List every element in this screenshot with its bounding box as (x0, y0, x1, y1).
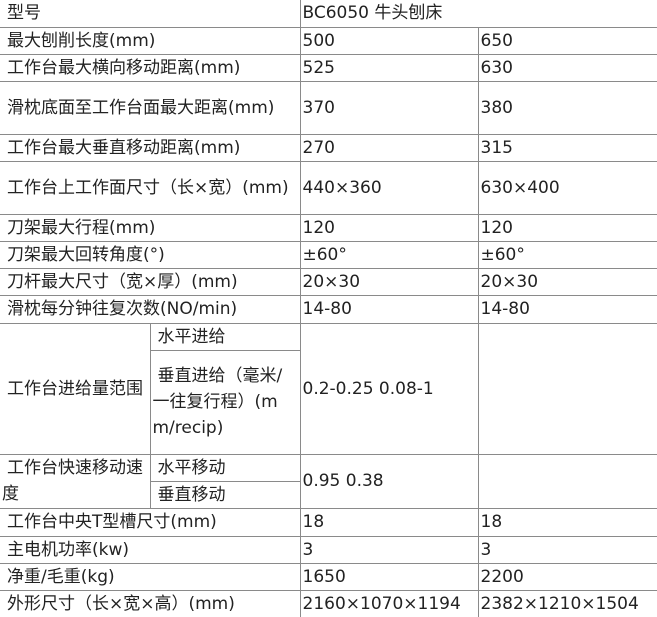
table-row: 外形尺寸（长×宽×高）(mm) 2160×1070×1194 2382×1210×1… (0, 589, 657, 617)
value-second: 2200 (477, 562, 657, 591)
group-label: 工作台进给量范围 (0, 322, 151, 455)
row-label: 工作台最大横向移动距离(mm) (0, 53, 301, 82)
value-bc6050: 14-80 (299, 294, 479, 324)
header-row: 型号 BC6050 牛头刨床 (0, 0, 657, 28)
row-label: 滑枕每分钟往复次数(NO/min) (0, 294, 301, 324)
value-bc6050: 440×360 (299, 160, 479, 215)
value-bc6050: 20×30 (299, 267, 479, 296)
header-model: BC6050 牛头刨床 (299, 0, 657, 28)
value-bc6050: 1650 (299, 562, 479, 591)
group-label: 工作台快速移动速度 (0, 453, 151, 509)
table-row: 净重/毛重(kg) 1650 2200 (0, 562, 657, 591)
table-row: 滑枕每分钟往复次数(NO/min) 14-80 14-80 (0, 294, 657, 324)
row-label: 最大刨削长度(mm) (0, 26, 301, 55)
value-second: 630×400 (477, 160, 657, 215)
table-row: 工作台快速移动速度 水平移动 0.95 0.38 (0, 453, 657, 509)
value-second: ±60° (477, 240, 657, 269)
table-row: 最大刨削长度(mm) 500 650 (0, 26, 657, 55)
value-bc6050: 2160×1070×1194 (299, 589, 479, 617)
row-label: 净重/毛重(kg) (0, 562, 301, 591)
table-row: 工作台最大垂直移动距离(mm) 270 315 (0, 133, 657, 162)
group-value-second (477, 322, 657, 455)
value-second: 630 (477, 53, 657, 82)
row-label: 主电机功率(kw) (0, 535, 301, 564)
value-bc6050: 270 (299, 133, 479, 162)
table-row: 工作台最大横向移动距离(mm) 525 630 (0, 53, 657, 82)
value-second: 14-80 (477, 294, 657, 324)
table-row: 主电机功率(kw) 3 3 (0, 535, 657, 564)
sub-label: 水平移动 (149, 453, 301, 482)
group-value: 0.95 0.38 (299, 453, 479, 509)
table-row: 刀杆最大尺寸（宽×厚）(mm) 20×30 20×30 (0, 267, 657, 296)
table-row: 滑枕底面至工作台面最大距离(mm) 370 380 (0, 80, 657, 135)
sub-label: 垂直移动 (150, 480, 301, 509)
table-row: 垂直移动 (0, 480, 657, 509)
value-bc6050: 120 (299, 213, 479, 242)
value-second: 18 (477, 507, 657, 537)
row-label: 工作台上工作面尺寸（长×宽）(mm) (0, 160, 301, 215)
value-second: 315 (477, 133, 657, 162)
value-bc6050: 3 (299, 535, 479, 564)
header-label: 型号 (0, 0, 301, 28)
table-row: 垂直进给（毫米/一往复行程）(mm/recip) (0, 349, 657, 455)
value-second: 650 (477, 26, 657, 55)
table-row: 刀架最大回转角度(°) ±60° ±60° (0, 240, 657, 269)
value-second: 2382×1210×1504 (477, 589, 657, 617)
value-bc6050: 18 (299, 507, 479, 537)
row-label: 工作台最大垂直移动距离(mm) (0, 133, 301, 162)
row-label: 工作台中央T型槽尺寸(mm) (0, 507, 301, 537)
sub-label: 水平进给 (149, 322, 301, 351)
value-bc6050: 525 (299, 53, 479, 82)
value-second: 20×30 (477, 267, 657, 296)
value-bc6050: 500 (299, 26, 479, 55)
group-value: 0.2-0.25 0.08-1 (299, 322, 479, 455)
group-value-second (477, 453, 657, 509)
value-bc6050: 370 (299, 80, 479, 135)
value-second: 380 (477, 80, 657, 135)
row-label: 刀架最大回转角度(°) (0, 240, 301, 269)
table-row: 工作台中央T型槽尺寸(mm) 18 18 (0, 507, 657, 537)
row-label: 刀杆最大尺寸（宽×厚）(mm) (0, 267, 301, 296)
row-label: 滑枕底面至工作台面最大距离(mm) (0, 80, 301, 135)
sub-label: 垂直进给（毫米/一往复行程）(mm/recip) (150, 349, 301, 455)
table-row: 工作台上工作面尺寸（长×宽）(mm) 440×360 630×400 (0, 160, 657, 215)
row-label: 刀架最大行程(mm) (0, 213, 301, 242)
table-row: 刀架最大行程(mm) 120 120 (0, 213, 657, 242)
value-second: 3 (477, 535, 657, 564)
table-row: 工作台进给量范围 水平进给 0.2-0.25 0.08-1 (0, 322, 657, 455)
row-label: 外形尺寸（长×宽×高）(mm) (0, 589, 301, 617)
value-second: 120 (477, 213, 657, 242)
value-bc6050: ±60° (299, 240, 479, 269)
